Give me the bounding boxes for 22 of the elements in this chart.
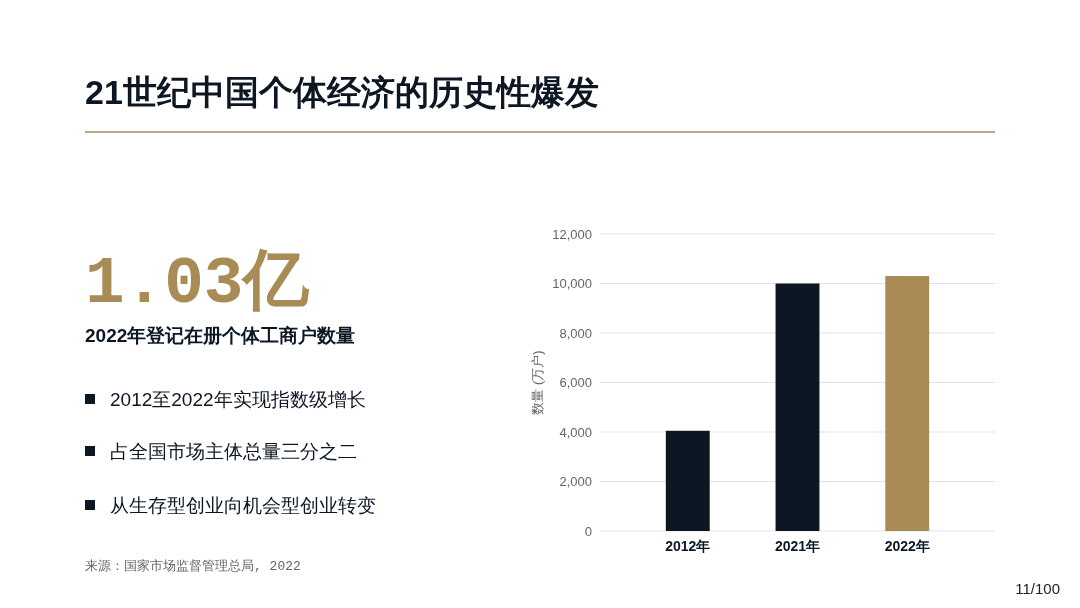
y-tick-label: 12,000 [552,226,592,242]
source-note: 来源：国家市场监督管理总局, 2022 [85,558,301,574]
x-tick-label: 2022年 [884,537,930,554]
bar [775,283,820,531]
y-tick-label: 0 [584,523,592,539]
y-tick-label: 8,000 [559,325,592,341]
y-tick-label: 6,000 [559,375,592,391]
y-tick-label: 4,000 [559,424,592,440]
bar [885,276,930,531]
text: 1.03亿 [85,247,311,322]
y-axis-title: 数量 (万户) [530,350,545,415]
x-tick-label: 2012年 [665,537,711,554]
text: 2022年登记在册个体工商户数量 [85,325,356,346]
text: 占全国市场主体总量三分之二 [110,441,357,462]
y-tick-label: 2,000 [559,474,592,490]
text: 11/100 [1015,580,1060,597]
text: 从生存型创业向机会型创业转变 [110,495,376,516]
x-tick-label: 2021年 [774,537,821,554]
text: 2012至2022年实现指数级增长 [110,389,366,410]
chart-title: 21世纪中国个体经济的历史性爆发 [85,73,599,111]
y-tick-label: 10,000 [552,276,592,292]
bar [665,430,710,531]
